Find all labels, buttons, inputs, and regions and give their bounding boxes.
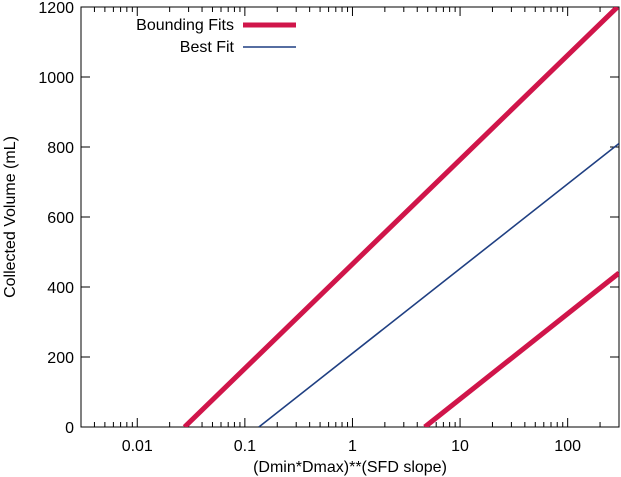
x-tick-label: 10 xyxy=(451,438,469,455)
legend-label: Bounding Fits xyxy=(136,17,234,34)
y-tick-label: 400 xyxy=(47,280,74,297)
y-tick-label: 1000 xyxy=(38,70,74,87)
x-tick-label: 1 xyxy=(348,438,357,455)
series-line-3 xyxy=(423,271,619,427)
y-tick-label: 600 xyxy=(47,210,74,227)
y-axis-label: Collected Volume (mL) xyxy=(2,136,19,298)
x-tick-label: 100 xyxy=(554,438,581,455)
x-tick-label: 0.1 xyxy=(234,438,256,455)
y-tick-label: 0 xyxy=(65,420,74,437)
x-axis-label: (Dmin*Dmax)**(SFD slope) xyxy=(253,459,447,476)
series-line-1 xyxy=(182,7,619,427)
y-tick-label: 800 xyxy=(47,140,74,157)
series-line-2 xyxy=(258,142,619,427)
y-tick-label: 200 xyxy=(47,350,74,367)
y-tick-label: 1200 xyxy=(38,0,74,17)
x-tick-label: 0.01 xyxy=(122,438,153,455)
plot-frame xyxy=(80,6,620,428)
legend-label: Best Fit xyxy=(180,39,235,56)
